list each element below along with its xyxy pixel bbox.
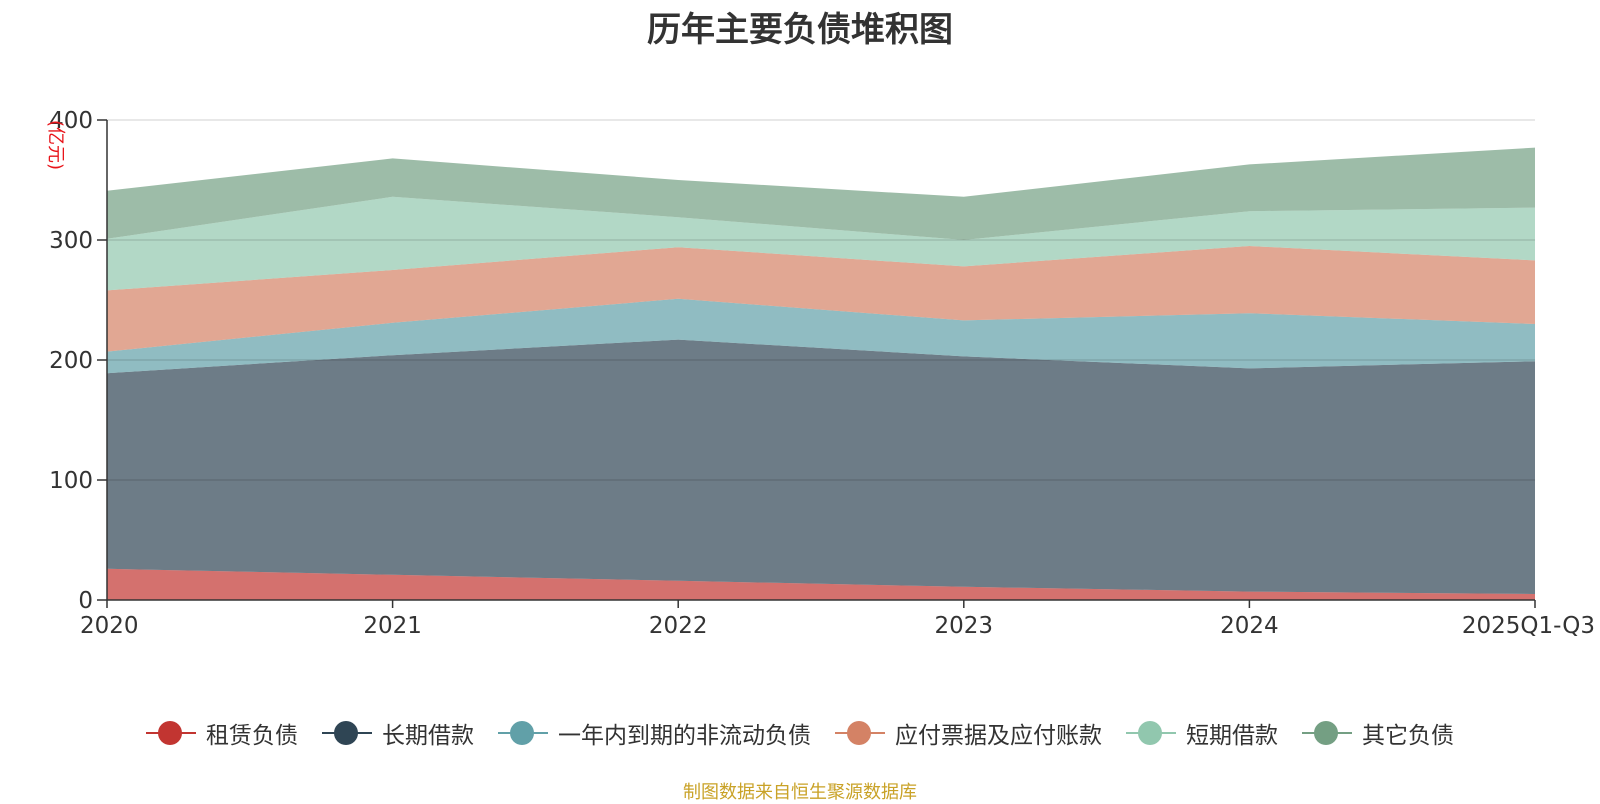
- legend-item-1[interactable]: 长期借款: [322, 716, 474, 750]
- source-note: 制图数据来自恒生聚源数据库: [683, 782, 917, 803]
- grid-layer: [107, 119, 1535, 481]
- y-tick-label-1: 100: [49, 468, 93, 494]
- x-tick-label-2: 2022: [649, 613, 708, 639]
- legend-label: 应付票据及应付账款: [895, 723, 1102, 749]
- legend-item-3[interactable]: 应付票据及应付账款: [835, 716, 1102, 750]
- legend-item-5[interactable]: 其它负债: [1302, 716, 1454, 750]
- legend-item-2[interactable]: 一年内到期的非流动负债: [498, 716, 811, 750]
- legend-label: 其它负债: [1362, 723, 1454, 749]
- legend-marker-icon: [1302, 720, 1352, 746]
- areas-layer: [107, 147, 1535, 600]
- area-series-0: [107, 568, 1535, 600]
- chart-title: 历年主要负债堆积图: [647, 10, 953, 50]
- axis-layer: 0 100 200 300 400 2020 2021 2022 2023 2024 2025Q1-…: [49, 108, 1595, 639]
- area-series-5: [107, 147, 1535, 240]
- legend-item-4[interactable]: 短期借款: [1126, 716, 1278, 750]
- legend-label: 一年内到期的非流动负债: [558, 723, 811, 749]
- y-tick-label-0: 0: [78, 588, 93, 614]
- y-tick-label-4: 400: [49, 108, 93, 134]
- area-series-2: [107, 298, 1535, 374]
- x-tick-label-5: 2025Q1-Q3: [1462, 613, 1595, 639]
- legend-marker-icon: [835, 720, 885, 746]
- legend-marker-icon: [1126, 720, 1176, 746]
- x-tick-label-0: 2020: [80, 613, 139, 639]
- legend-item-0[interactable]: 租赁负债: [146, 716, 298, 750]
- y-tick-label-2: 200: [49, 348, 93, 374]
- area-series-1: [107, 339, 1535, 594]
- legend-marker-icon: [498, 720, 548, 746]
- x-tick-label-1: 2021: [363, 613, 422, 639]
- area-series-3: [107, 246, 1535, 352]
- legend-marker-icon: [322, 720, 372, 746]
- x-tick-label-4: 2024: [1220, 613, 1279, 639]
- legend-label: 长期借款: [382, 723, 474, 749]
- legend: 租赁负债 长期借款 一年内到期的非流动负债 应付票据及应付账款 短期借款 其它负债: [0, 716, 1600, 750]
- legend-label: 租赁负债: [206, 723, 298, 749]
- y-tick-label-3: 300: [49, 228, 93, 254]
- legend-label: 短期借款: [1186, 723, 1278, 749]
- area-series-4: [107, 196, 1535, 291]
- legend-marker-icon: [146, 720, 196, 746]
- x-tick-label-3: 2023: [935, 613, 994, 639]
- y-axis-unit-label: (亿元): [45, 120, 66, 170]
